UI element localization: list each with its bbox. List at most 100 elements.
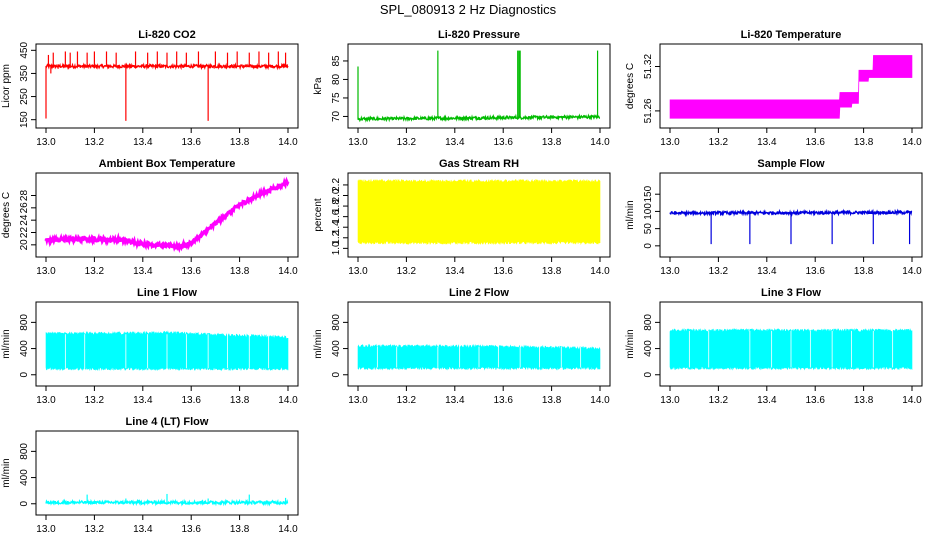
y-tick-label: 1.4 [331,220,342,234]
x-tick-label: 13.0 [660,266,680,277]
x-tick-label: 14.0 [902,266,922,277]
plot-frame [347,172,611,258]
panel-line1: Line 1 Flow ml/min 13.0 13.2 13.4 13.6 13.8 14.… [1,287,299,406]
x-tick-label: 14.0 [278,395,298,406]
plot-frame [35,430,299,516]
x-tick-label: 13.8 [542,137,562,148]
plot-frame [35,301,299,387]
x-tick-label: 13.2 [397,137,417,148]
y-tick-label: 1.2 [331,230,342,244]
x-tick-label: 13.6 [181,395,201,406]
y-tick-label: 0 [331,372,342,378]
panel-box-temp: Ambient Box Temperature degrees C 13.0 13.2… [1,158,299,277]
x-tick-label: 13.0 [36,137,56,148]
y-tick-label: 24 [19,214,30,226]
x-tick-label: 14.0 [590,266,610,277]
panel-line2: Line 2 Flow ml/min 13.0 13.2 13.4 13.6 13.8 14.… [313,287,611,406]
y-tick-label: 1.8 [331,199,342,213]
y-axis-label: ml/min [1,458,12,487]
x-tick-label: 13.6 [805,266,825,277]
x-tick-label: 13.4 [445,395,465,406]
x-tick-label: 13.6 [805,395,825,406]
y-tick-label: 100 [643,203,654,220]
panel-pressure: Li-820 Pressure kPa 13.0 13.2 13.4 13.6 13.8 14… [313,29,611,148]
panel-title: Li-820 Temperature [741,29,842,41]
x-tick-label: 13.8 [230,524,250,535]
panel-title: Line 3 Flow [761,287,821,299]
x-tick-label: 13.2 [709,137,729,148]
x-tick-label: 14.0 [902,395,922,406]
x-tick-label: 13.0 [348,395,368,406]
x-tick-label: 13.2 [709,395,729,406]
x-tick-label: 13.2 [709,266,729,277]
x-tick-label: 13.6 [181,137,201,148]
series-line [44,176,290,254]
x-tick-label: 13.2 [397,395,417,406]
x-tick-label: 13.4 [757,395,777,406]
y-tick-label: 400 [331,340,342,357]
plot-frame [659,43,923,129]
series-band [669,55,913,119]
y-axis-label: degrees C [1,192,12,238]
panel-line4: Line 4 (LT) Flow ml/min 13.0 13.2 13.4 13.6 13… [1,416,299,535]
plot-frame [35,172,299,258]
series-band [357,178,601,246]
y-tick-label: 80 [331,73,342,85]
x-tick-label: 13.2 [85,524,105,535]
y-tick-label: 85 [331,55,342,67]
y-tick-label: 450 [19,42,30,59]
x-tick-label: 13.6 [181,266,201,277]
panel-line3: Line 3 Flow ml/min 13.0 13.2 13.4 13.6 13.8 14.… [625,287,923,406]
x-tick-label: 13.4 [445,266,465,277]
y-tick-label: 0 [19,501,30,507]
x-tick-label: 14.0 [278,137,298,148]
x-tick-label: 13.6 [493,266,513,277]
y-axis-label: Licor ppm [1,64,12,108]
y-tick-label: 150 [19,111,30,128]
panel-title: Sample Flow [757,158,825,170]
figure-title: SPL_080913 2 Hz Diagnostics [379,2,557,17]
x-tick-label: 13.0 [660,395,680,406]
x-tick-label: 13.8 [854,137,874,148]
panel-title: Line 4 (LT) Flow [126,416,209,428]
x-tick-label: 13.8 [542,395,562,406]
y-tick-label: 800 [19,314,30,331]
y-tick-label: 0 [19,372,30,378]
plot-frame [347,301,611,387]
x-tick-label: 13.4 [133,524,153,535]
x-tick-label: 13.4 [757,266,777,277]
y-tick-label: 0 [643,372,654,378]
x-tick-label: 13.0 [36,395,56,406]
x-tick-label: 13.4 [133,395,153,406]
plot-frame [35,43,299,129]
x-tick-label: 14.0 [590,395,610,406]
panel-licor-temp: Li-820 Temperature degrees C 13.0 13.2 13.4 1… [625,29,923,148]
y-tick-label: 50 [643,223,654,235]
x-tick-label: 13.2 [85,395,105,406]
y-tick-label: 2.0 [331,188,342,202]
x-tick-label: 13.2 [85,266,105,277]
y-tick-label: 350 [19,65,30,82]
y-tick-label: 51.26 [643,98,654,123]
x-tick-label: 13.8 [854,266,874,277]
x-tick-label: 13.4 [445,137,465,148]
y-tick-label: 26 [19,202,30,214]
y-tick-label: 400 [643,340,654,357]
y-tick-label: 400 [19,340,30,357]
panel-sample-flow: Sample Flow ml/min 13.0 13.2 13.4 13.6 13.8 14.… [625,158,923,277]
y-axis-label: degrees C [625,63,636,109]
y-tick-label: 20 [19,239,30,251]
y-tick-label: 400 [19,469,30,486]
x-tick-label: 13.0 [348,266,368,277]
y-axis-label: percent [313,198,324,232]
x-tick-label: 13.2 [397,266,417,277]
x-tick-label: 13.4 [133,266,153,277]
y-tick-label: 800 [19,443,30,460]
y-tick-label: 1.6 [331,209,342,223]
plot-frame [347,43,611,129]
x-tick-label: 13.8 [854,395,874,406]
series-line [45,498,289,507]
x-tick-label: 14.0 [590,137,610,148]
x-tick-label: 13.8 [230,266,250,277]
y-axis-label: kPa [313,77,324,95]
